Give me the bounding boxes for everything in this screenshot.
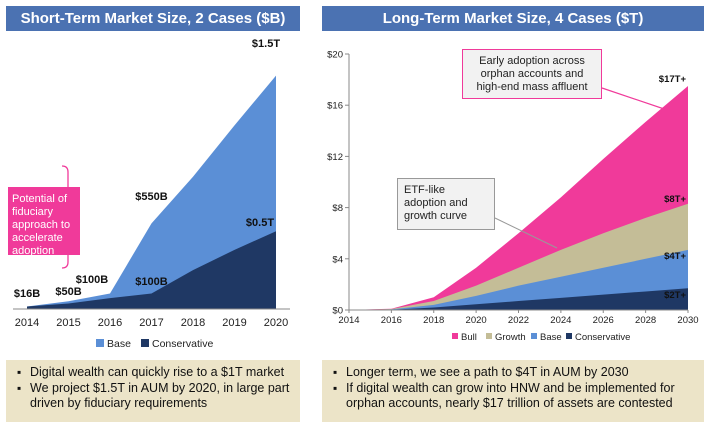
right-x-tick-label: 2028 bbox=[635, 315, 656, 326]
left-x-tick-2015: 2015 bbox=[56, 317, 80, 329]
left-legend-swatch-conservative bbox=[141, 339, 149, 347]
right-legend-swatch-base bbox=[531, 333, 537, 339]
right-end-label: $2T+ bbox=[664, 290, 686, 301]
right-callout-connector-mid bbox=[494, 217, 558, 249]
left-legend-label-base: Base bbox=[107, 338, 131, 350]
left-data-label: $50B bbox=[55, 286, 81, 298]
right-notes: Longer term, we see a path to $4T in AUM… bbox=[322, 360, 704, 422]
right-area-conservative bbox=[349, 288, 688, 310]
right-legend-label-bull: Bull bbox=[461, 332, 477, 343]
right-end-label: $8T+ bbox=[664, 194, 686, 205]
left-data-label: $100B bbox=[135, 276, 167, 288]
left-callout: Potential of fiduciary approach to accel… bbox=[8, 187, 80, 257]
right-legend-label-growth: Growth bbox=[495, 332, 526, 343]
left-data-label: $550B bbox=[135, 191, 167, 203]
left-x-tick-2017: 2017 bbox=[139, 317, 163, 329]
right-callout-connector-top bbox=[601, 87, 677, 114]
right-x-tick-label: 2016 bbox=[381, 315, 402, 326]
right-legend-swatch-growth bbox=[486, 333, 492, 339]
right-legend-swatch-conservative bbox=[566, 333, 572, 339]
left-data-label: $0.5T bbox=[246, 217, 274, 229]
left-data-label: $16B bbox=[14, 288, 40, 300]
left-area-base bbox=[27, 75, 276, 309]
right-x-tick-label: 2030 bbox=[677, 315, 698, 326]
left-x-tick-2014: 2014 bbox=[15, 317, 39, 329]
right-callout-early-adoption: Early adoption across orphan accounts an… bbox=[462, 49, 602, 99]
right-y-tick-label: $8 bbox=[332, 203, 343, 214]
right-x-tick-label: 2014 bbox=[338, 315, 359, 326]
left-bullet-1: Digital wealth can quickly rise to a $1T… bbox=[17, 365, 294, 380]
right-x-tick-label: 2020 bbox=[466, 315, 487, 326]
right-y-tick-label: $0 bbox=[332, 306, 343, 317]
right-bullet-1: Longer term, we see a path to $4T in AUM… bbox=[333, 365, 698, 380]
right-x-tick-label: 2024 bbox=[550, 315, 571, 326]
left-data-label: $100B bbox=[76, 274, 108, 286]
right-x-tick-label: 2022 bbox=[508, 315, 529, 326]
right-y-tick-label: $12 bbox=[327, 152, 343, 163]
right-x-tick-label: 2026 bbox=[593, 315, 614, 326]
right-callout-etf: ETF-like adoption and growth curve bbox=[397, 178, 495, 230]
left-bullet-2: We project $1.5T in AUM by 2020, in larg… bbox=[17, 381, 294, 411]
left-x-tick-2019: 2019 bbox=[222, 317, 246, 329]
left-data-label: $1.5T bbox=[252, 38, 280, 50]
right-panel-title: Long-Term Market Size, 4 Cases ($T) bbox=[322, 6, 704, 31]
right-end-label: $17T+ bbox=[659, 74, 687, 85]
right-y-tick-label: $16 bbox=[327, 101, 343, 112]
right-y-tick-label: $20 bbox=[327, 50, 343, 61]
left-notes: Digital wealth can quickly rise to a $1T… bbox=[6, 360, 300, 422]
right-legend-label-conservative: Conservative bbox=[575, 332, 630, 343]
right-legend-label-base: Base bbox=[540, 332, 562, 343]
right-end-label: $4T+ bbox=[664, 251, 686, 262]
left-x-tick-2020: 2020 bbox=[264, 317, 288, 329]
left-area-conservative bbox=[27, 231, 276, 309]
charts-canvas: 2014 2015 2016 2017 2018 2019 2020$16B $50B$100… bbox=[13, 38, 699, 350]
left-x-tick-2018: 2018 bbox=[181, 317, 205, 329]
right-bullet-2: If digital wealth can grow into HNW and … bbox=[333, 381, 698, 411]
right-x-tick-label: 2018 bbox=[423, 315, 444, 326]
left-x-tick-2016: 2016 bbox=[98, 317, 122, 329]
left-panel-title: Short-Term Market Size, 2 Cases ($B) bbox=[6, 6, 300, 31]
left-legend-label-conservative: Conservative bbox=[152, 338, 213, 350]
right-legend-swatch-bull bbox=[452, 333, 458, 339]
right-y-tick-label: $4 bbox=[332, 254, 343, 265]
left-legend-swatch-base bbox=[96, 339, 104, 347]
